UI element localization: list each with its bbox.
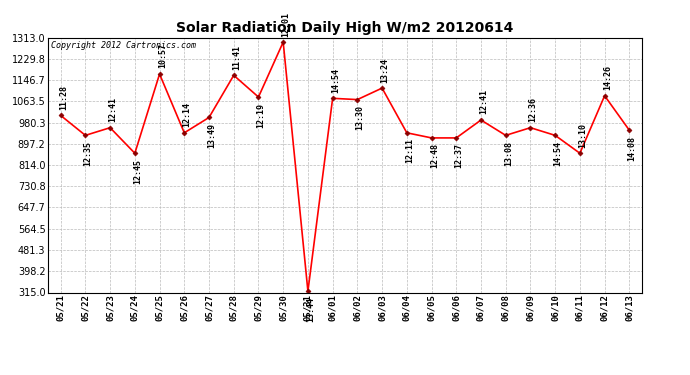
Text: 14:54: 14:54 (553, 141, 562, 166)
Text: 12:19: 12:19 (257, 103, 266, 128)
Text: 12:48: 12:48 (430, 144, 439, 168)
Text: 13:49: 13:49 (207, 123, 216, 148)
Title: Solar Radiation Daily High W/m2 20120614: Solar Radiation Daily High W/m2 20120614 (177, 21, 513, 35)
Text: 13:44: 13:44 (306, 297, 315, 322)
Text: 11:41: 11:41 (232, 45, 241, 70)
Text: 11:28: 11:28 (59, 85, 68, 110)
Text: 12:45: 12:45 (133, 159, 142, 184)
Text: 12:36: 12:36 (529, 97, 538, 122)
Text: 14:08: 14:08 (628, 136, 637, 161)
Text: 13:10: 13:10 (578, 123, 587, 148)
Text: 14:26: 14:26 (603, 65, 612, 90)
Text: 12:14: 12:14 (183, 102, 192, 127)
Text: 12:01: 12:01 (282, 12, 290, 36)
Text: 12:37: 12:37 (455, 144, 464, 168)
Text: Copyright 2012 Cartronics.com: Copyright 2012 Cartronics.com (51, 41, 196, 50)
Text: 12:35: 12:35 (83, 141, 92, 166)
Text: 12:11: 12:11 (405, 138, 414, 164)
Text: 10:57: 10:57 (158, 44, 167, 69)
Text: 12:41: 12:41 (480, 90, 489, 114)
Text: 13:24: 13:24 (380, 57, 389, 82)
Text: 12:41: 12:41 (108, 97, 117, 122)
Text: 13:08: 13:08 (504, 141, 513, 166)
Text: 13:30: 13:30 (355, 105, 364, 130)
Text: 14:54: 14:54 (331, 68, 340, 93)
